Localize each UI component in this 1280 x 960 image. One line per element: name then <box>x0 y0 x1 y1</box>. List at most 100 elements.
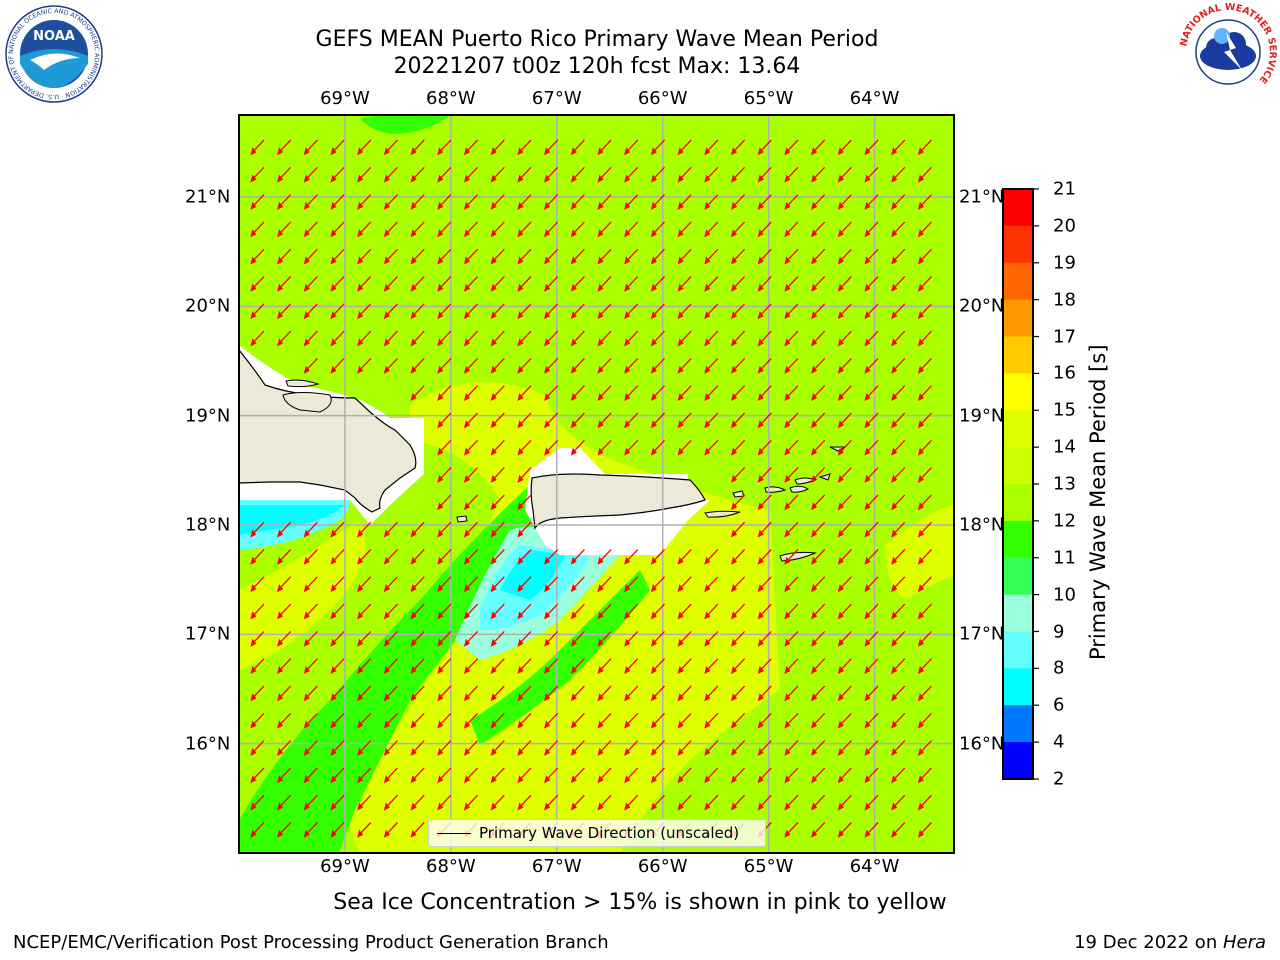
chart-title: GEFS MEAN Puerto Rico Primary Wave Mean … <box>240 26 954 80</box>
wave-arrow <box>891 303 906 320</box>
wave-arrow <box>891 521 906 538</box>
wave-arrow <box>677 221 692 238</box>
wave-arrow <box>464 712 479 729</box>
wave-arrow <box>784 276 799 292</box>
wave-arrow <box>757 412 772 429</box>
wave-arrow <box>437 139 452 156</box>
wave-arrow <box>437 740 452 756</box>
colorbar-title: Primary Wave Mean Period [s] <box>1086 344 1110 660</box>
wave-arrow <box>330 712 345 729</box>
wave-arrow <box>704 248 719 265</box>
footer-date-text: 19 Dec 2022 on <box>1074 932 1223 953</box>
wave-arrow <box>544 166 559 183</box>
wave-arrow <box>650 794 665 811</box>
wave-arrow <box>597 794 612 811</box>
wave-arrow <box>704 685 719 702</box>
legend-line-swatch <box>437 832 471 834</box>
wave-arrow <box>837 521 852 538</box>
wave-arrow <box>490 521 505 538</box>
wave-arrow <box>704 658 719 674</box>
wave-arrow <box>303 822 318 838</box>
wave-arrow <box>330 549 345 565</box>
wave-arrow <box>383 357 398 374</box>
wave-arrow <box>917 549 932 565</box>
wave-arrow <box>891 712 906 729</box>
wave-arrow <box>731 330 746 347</box>
wave-arrow <box>383 303 398 320</box>
wave-arrow <box>811 248 826 265</box>
lat-label-left: 18°N <box>185 514 231 536</box>
wave-arrow <box>464 412 479 429</box>
wave-arrow <box>757 549 772 565</box>
period-11-12-north-patch <box>360 115 450 135</box>
lat-label-left: 17°N <box>185 623 231 645</box>
colorbar-swatch <box>1003 225 1033 264</box>
wave-arrow <box>437 658 452 674</box>
wave-arrow <box>490 494 505 511</box>
wave-arrow <box>864 740 879 756</box>
wave-arrow <box>784 467 799 483</box>
wave-arrow <box>864 549 879 565</box>
wave-arrow <box>731 630 746 647</box>
wave-arrow <box>383 685 398 702</box>
wave-arrow <box>410 685 425 702</box>
lat-label-left: 19°N <box>185 405 231 427</box>
wave-arrow <box>357 794 372 811</box>
wave-arrow <box>517 767 532 784</box>
wave-arrow <box>731 685 746 702</box>
wave-arrow <box>570 658 585 674</box>
wave-arrow <box>624 549 639 565</box>
wave-arrow <box>464 767 479 784</box>
wave-arrow <box>570 576 585 593</box>
wave-arrow <box>517 439 532 456</box>
wave-arrow <box>917 767 932 784</box>
wave-arrow <box>383 330 398 347</box>
wave-arrow <box>410 357 425 374</box>
wave-arrow <box>597 576 612 593</box>
wave-arrow <box>784 794 799 811</box>
period-11-12-band <box>239 485 560 853</box>
wave-arrow <box>597 712 612 729</box>
wave-arrow <box>517 794 532 811</box>
wave-arrow <box>784 767 799 784</box>
wave-arrow <box>437 549 452 565</box>
wave-arrow <box>624 658 639 674</box>
wave-arrow <box>517 494 532 511</box>
wave-arrow <box>383 248 398 265</box>
wave-arrow <box>891 494 906 511</box>
wave-arrow <box>677 412 692 429</box>
wave-arrow <box>410 576 425 593</box>
wave-arrow <box>464 549 479 565</box>
wave-arrow <box>784 221 799 238</box>
wave-arrow <box>757 794 772 811</box>
wave-arrow <box>597 357 612 374</box>
wave-arrow <box>650 712 665 729</box>
wave-arrow <box>917 521 932 538</box>
wave-arrow <box>731 303 746 320</box>
wave-arrow <box>490 740 505 756</box>
wave-arrow <box>570 166 585 183</box>
wave-arrow <box>490 303 505 320</box>
wave-arrow <box>624 767 639 784</box>
wave-arrow <box>731 494 746 511</box>
wave-arrow <box>410 330 425 347</box>
wave-arrow <box>837 276 852 292</box>
wave-arrow <box>437 712 452 729</box>
colorbar-swatch <box>1003 336 1033 374</box>
wave-arrow <box>784 194 799 210</box>
wave-arrow <box>650 767 665 784</box>
wave-arrow <box>570 194 585 210</box>
wave-arrow <box>650 276 665 292</box>
wave-arrow <box>517 576 532 593</box>
saint-john-island <box>789 485 810 493</box>
wave-arrow <box>811 685 826 702</box>
wave-arrow <box>330 630 345 647</box>
wave-arrow <box>784 822 799 838</box>
wave-arrow <box>704 221 719 238</box>
wave-arrow <box>437 221 452 238</box>
wave-arrow <box>277 658 292 674</box>
wave-arrow <box>544 603 559 620</box>
wave-arrow <box>277 712 292 729</box>
wave-arrow <box>383 822 398 838</box>
